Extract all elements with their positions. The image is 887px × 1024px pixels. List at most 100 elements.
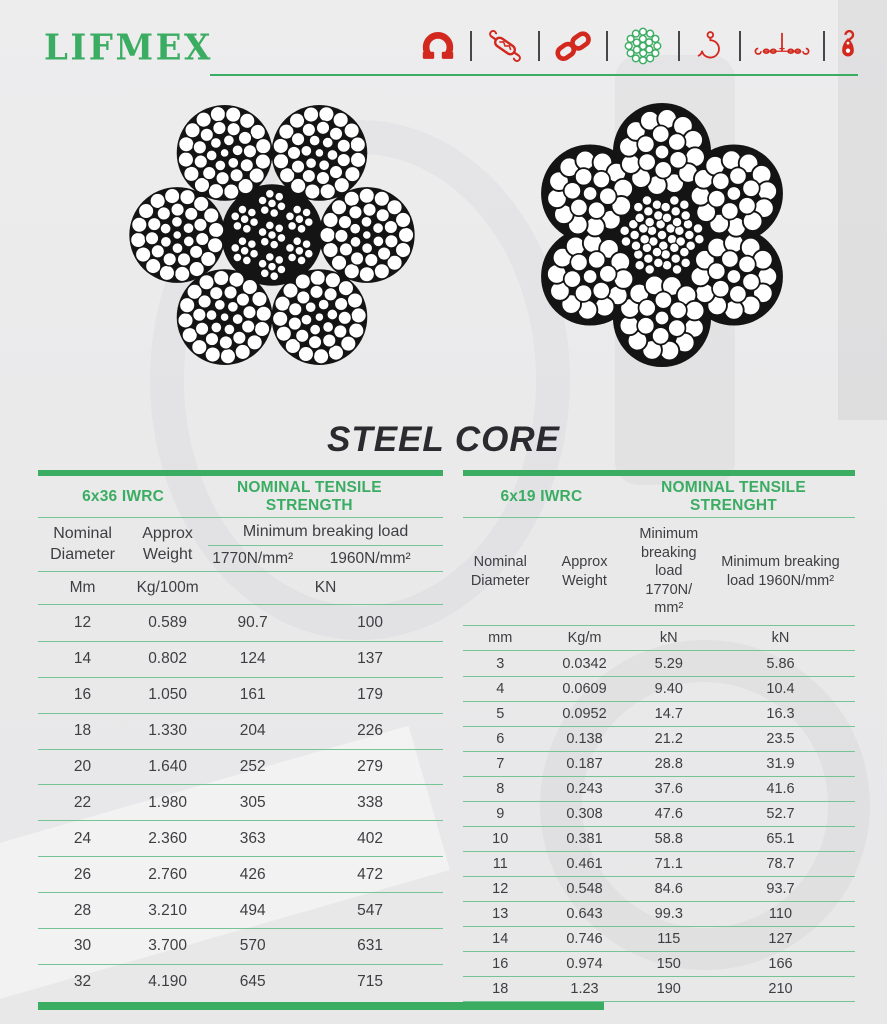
table-row: 11 0.461 71.1 78.7 [463,851,855,876]
turnbuckle-icon [485,26,525,66]
table-row: 30 3.700 570 631 [38,928,443,964]
table-cell: 10.4 [766,681,795,697]
table-top-accent-bar [463,470,855,476]
table-cell: 7 [496,756,505,772]
table-cell: 252 [239,758,266,775]
table-row: 14 0.746 115 127 [463,926,855,951]
table-cell: 0.138 [566,731,603,747]
table-cell: 16.3 [766,706,795,722]
bottom-accent-bar [38,1002,604,1010]
table-cell: 90.7 [237,613,268,631]
unit-weight: Kg/100m [136,579,199,596]
table-cell: 21.2 [654,731,683,747]
rope-cross-section-6x36-diagram [129,105,415,365]
table-cell: 93.7 [766,881,795,897]
table-row: 28 3.210 494 547 [38,892,443,928]
table-cell: 631 [357,937,384,955]
table-cell: 0.461 [566,856,603,872]
table-cell: 26 [73,865,92,883]
table-cell: 305 [239,793,266,811]
table-cell: 715 [357,973,384,991]
table-cell: 338 [357,793,384,811]
table-cell: 84.6 [654,881,683,897]
table-cell: 9.40 [654,681,683,697]
table-cell: 426 [239,865,266,883]
table-cell: 5 [496,706,505,722]
table-cell: 0.643 [566,906,603,922]
table-cell: 1.050 [148,686,187,704]
table-row: 6 0.138 21.2 23.5 [463,726,855,751]
table-cell: 166 [768,956,793,972]
unit-load: KN [314,579,337,596]
table-cell: 3 [496,655,505,672]
table-cell: 0.243 [566,781,603,797]
tensile-strength-label: NOMINAL TENSILE STRENGHT [661,478,806,514]
table-title-row: 6x19 IWRC NOMINAL TENSILE STRENGHT [463,476,855,518]
table-cell: 150 [656,956,681,972]
unit-load-1960: kN [771,630,790,646]
icon-separator [678,31,680,61]
table-row: 14 0.802 124 137 [38,640,443,677]
icon-separator [606,31,608,61]
table-cell: 12 [73,613,92,631]
table-row: 12 0.589 90.7 100 [38,605,443,641]
table-row: 8 0.243 37.6 41.6 [463,776,855,801]
table-cell: 0.746 [566,931,603,947]
column-header-row: Nominal Diameter Approx Weight Minimum b… [463,518,855,626]
table-cell: 1.980 [148,793,187,811]
table-6x36-iwrc: 6x36 IWRC NOMINAL TENSILE STRENGTH Nomin… [38,470,443,1000]
table-cell: 71.1 [654,856,683,872]
units-row: Mm Kg/100m KN [38,572,443,605]
table-cell: 32 [73,973,92,991]
table-cell: 0.0342 [562,655,607,672]
table-cell: 23.5 [766,731,795,747]
table-cell: 570 [239,937,266,955]
rope-cross-section-6x19-diagram [541,102,783,368]
table-cell: 204 [239,722,266,740]
table-row: 4 0.0609 9.40 10.4 [463,676,855,701]
table-title-row: 6x36 IWRC NOMINAL TENSILE STRENGTH [38,476,443,518]
table-cell: 14 [73,650,92,668]
table-cell: 402 [357,829,384,847]
table-row: 22 1.980 305 338 [38,784,443,820]
table-row: 18 1.23 190 210 [463,976,855,1001]
table-row: 16 1.050 161 179 [38,676,443,713]
table-cell: 179 [357,686,384,704]
table-cell: 16 [492,956,509,972]
table-cell: 645 [239,973,266,991]
col-header-diameter: Nominal Diameter [50,525,115,563]
unit-load-1770: kN [659,630,678,646]
table-cell: 1.330 [148,722,187,740]
table-cell: 161 [239,686,266,704]
table-cell: 58.8 [654,831,683,847]
table-cell: 547 [357,901,384,919]
table-cell: 16 [73,686,92,704]
table-cell: 11 [492,856,508,872]
brand-logo: LIFMEX [44,27,213,69]
table-cell: 14.7 [654,706,683,722]
table-cell: 52.7 [766,806,795,822]
table-cell: 137 [357,650,384,668]
ghost-edge-shadow [838,0,887,420]
table-cell: 99.3 [654,906,683,922]
table-cell: 4.190 [148,973,187,991]
table-cell: 30 [73,937,92,955]
table-cell: 226 [357,722,384,740]
col-header-weight: Approx Weight [142,525,193,563]
column-header-row: Nominal Diameter Approx Weight Minimum b… [38,518,443,572]
col-header-1960: Minimum breaking load 1960N/mm² [721,553,840,589]
table-cell: 115 [657,931,681,947]
table-cell: 110 [768,906,793,922]
table-cell: 12 [492,881,509,897]
wire-rope-section-icon [621,24,665,68]
unit-diameter: mm [488,630,513,646]
chain-links-icon [553,26,593,66]
icon-separator [823,31,825,61]
col-header-1960: 1960N/mm² [329,549,411,567]
tensile-strength-label: NOMINAL TENSILE STRENGTH [236,478,382,514]
table-cell: 6 [496,731,505,747]
table-cell: 24 [73,829,92,847]
lifting-beam-icon [754,28,810,64]
table-row: 12 0.548 84.6 93.7 [463,876,855,901]
